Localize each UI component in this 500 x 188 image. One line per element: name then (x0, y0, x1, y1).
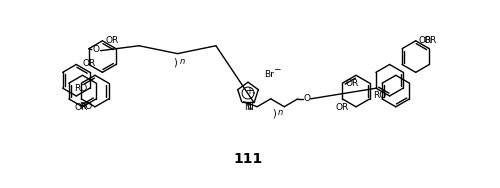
Text: OR: OR (336, 103, 349, 112)
Text: +: + (245, 86, 253, 96)
Text: RO: RO (374, 92, 386, 101)
Text: OR: OR (418, 36, 432, 45)
Text: OR: OR (424, 36, 437, 45)
Text: N: N (244, 103, 250, 112)
Text: N: N (246, 103, 252, 112)
Text: n: n (278, 108, 283, 117)
Text: 111: 111 (234, 152, 262, 166)
Text: OR: OR (82, 59, 96, 68)
Text: Br: Br (264, 70, 274, 79)
Text: RO: RO (79, 102, 92, 111)
Text: OR: OR (346, 79, 358, 88)
Text: O: O (304, 94, 310, 103)
Text: OR: OR (74, 103, 88, 112)
Text: RO: RO (74, 84, 87, 93)
Text: ): ) (174, 58, 178, 67)
Text: OR: OR (106, 36, 118, 45)
Text: O: O (92, 45, 100, 54)
Text: ): ) (272, 109, 276, 119)
Text: −: − (272, 64, 280, 73)
Text: n: n (180, 57, 184, 66)
